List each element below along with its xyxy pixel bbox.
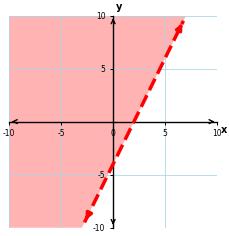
Text: x: x xyxy=(221,125,227,135)
Text: y: y xyxy=(116,2,123,12)
Polygon shape xyxy=(9,16,186,228)
